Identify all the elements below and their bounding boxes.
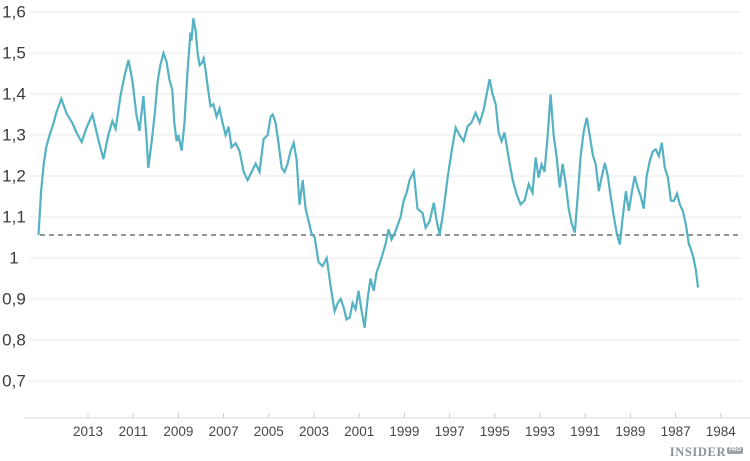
y-axis-tick-label: 1,2 bbox=[2, 167, 26, 186]
y-axis-tick-label: 1,5 bbox=[2, 44, 26, 63]
logo-pro-badge: PRO bbox=[727, 446, 743, 454]
x-axis-tick-label: 1999 bbox=[389, 424, 419, 439]
y-axis-tick-label: 1,3 bbox=[2, 126, 26, 145]
x-axis-tick-label: 1991 bbox=[570, 424, 600, 439]
x-axis-tick-label: 2005 bbox=[254, 424, 284, 439]
x-axis-tick-label: 2003 bbox=[299, 424, 329, 439]
y-axis-tick-label: 1,4 bbox=[2, 85, 26, 104]
rate-line-series bbox=[37, 17, 700, 328]
x-axis-tick-label: 1997 bbox=[435, 424, 465, 439]
insider-pro-logo: INSIDER PRO bbox=[669, 444, 743, 459]
x-axis-tick-label: 2013 bbox=[73, 424, 103, 439]
x-axis-tick-label: 1993 bbox=[525, 424, 555, 439]
x-axis-tick-label: 2001 bbox=[344, 424, 374, 439]
y-axis-tick-label: 1,6 bbox=[2, 3, 26, 22]
y-axis-tick-label: 0,7 bbox=[2, 372, 26, 391]
x-axis-tick-label: 2007 bbox=[209, 424, 239, 439]
y-axis-tick-label: 0,8 bbox=[2, 331, 26, 350]
x-axis-tick-label: 2011 bbox=[119, 424, 148, 439]
x-axis-tick-label: 1987 bbox=[661, 424, 691, 439]
x-axis-tick-label: 1989 bbox=[615, 424, 645, 439]
logo-text: INSIDER bbox=[669, 444, 727, 459]
y-axis-tick-label: 1,1 bbox=[2, 208, 26, 227]
x-axis-tick-label: 2009 bbox=[163, 424, 193, 439]
x-axis-tick-label: 1995 bbox=[480, 424, 510, 439]
y-axis-tick-label: 0,9 bbox=[2, 290, 26, 309]
x-axis-tick-label: 1984 bbox=[706, 424, 737, 439]
y-axis-tick-label: 1 bbox=[9, 249, 18, 268]
